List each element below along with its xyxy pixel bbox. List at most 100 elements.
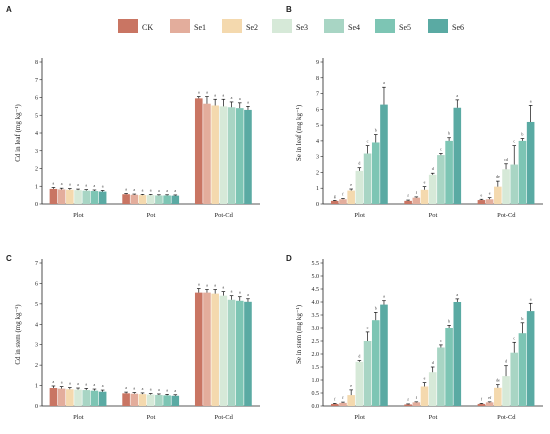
y-tick-label: 1 [316,186,319,192]
y-tick-label: 7 [316,92,319,98]
significance-letter: a [222,92,224,97]
bar-se4 [363,341,372,406]
bar-se5 [235,300,244,406]
bar-se5 [163,195,171,204]
y-tick-label: 7 [35,261,38,267]
significance-letter: a [247,99,249,104]
bar-se2 [494,387,502,406]
significance-letter: a [247,292,249,297]
y-tick-label: 5.0 [312,274,320,280]
significance-letter: e [424,376,426,381]
bar-ck [477,200,486,204]
panel-c: C 0 1 2 3 4 5 6 7 Cd in stem (mg kg⁻¹) Plot a a a a a a a… [6,254,260,421]
bar-se1 [412,197,421,204]
significance-letter: cd [504,157,508,162]
bar-se1 [203,292,211,406]
significance-letter: a [166,387,168,392]
legend-label-se4: Se4 [348,23,360,32]
bar-se4 [437,155,445,204]
significance-letter: a [231,289,233,294]
y-tick-label: 5 [35,113,38,119]
significance-letter: c [513,335,515,340]
significance-letter: f [416,395,418,400]
bar-ck [194,292,203,406]
bar-se1 [485,199,494,204]
bar-se3 [502,169,510,204]
legend-label-se5: Se5 [399,23,411,32]
significance-letter: a [69,381,71,386]
y-tick-label: 6 [316,107,319,113]
significance-letter: a [214,283,216,288]
significance-letter: e [424,180,426,185]
bar-ck [122,194,130,204]
x-tick-label: Plot [354,212,365,219]
y-tick-label: 1.0 [312,378,320,384]
significance-letter: a [142,187,144,192]
bar-se3 [219,295,228,406]
bar-se5 [518,140,527,204]
bar-se3 [355,170,364,204]
bar-se6 [171,395,180,406]
significance-letter: a [239,96,241,101]
bar-se1 [57,189,66,204]
legend-swatch-se2 [222,19,242,33]
x-tick-label: Plot [73,414,84,421]
bar-se6 [171,195,180,204]
bar-se4 [155,394,163,406]
bar-se3 [146,195,155,204]
bar-se4 [82,390,91,406]
significance-letter: a [174,188,176,193]
significance-letter: a [383,80,385,85]
legend-swatch-se4 [324,19,344,33]
legend-label-se1: Se1 [194,23,206,32]
legend-swatch-se1 [170,19,190,33]
significance-letter: a [166,188,168,193]
y-tick-label: 3.5 [312,313,320,319]
bar-se6 [526,121,535,204]
bar-ck [404,200,412,204]
bar-se2 [138,394,147,406]
x-tick-label: Plot [73,212,84,219]
bar-se3 [502,376,510,406]
bar-se3 [428,372,437,406]
y-tick-label: 4.5 [312,287,320,293]
bar-se6 [453,107,462,204]
bar-se2 [347,190,355,204]
bar-ck [330,403,339,406]
significance-letter: c [367,139,369,144]
bar-se6 [244,109,252,204]
bar-se3 [74,190,82,204]
bar-se4 [510,164,519,204]
significance-letter: a [94,183,96,188]
y-tick-label: 9 [316,60,319,66]
significance-letter: b [375,128,377,133]
bar-se1 [412,402,421,406]
bar-ck [194,98,203,204]
legend-label-se2: Se2 [246,23,258,32]
significance-letter: c [440,338,442,343]
y-tick-label: 0 [35,202,38,208]
x-tick-label: Pot [429,414,438,421]
bar-se4 [363,153,372,204]
panel-letter: A [6,5,12,14]
bar-se4 [510,352,519,406]
significance-letter: a [158,387,160,392]
y-tick-label: 3 [35,343,38,349]
significance-letter: b [521,316,523,321]
significance-letter: d [432,166,434,171]
significance-letter: c [440,147,442,152]
significance-letter: a [174,388,176,393]
bar-ck [477,403,486,406]
y-tick-label: 6 [35,281,38,287]
significance-letter: a [239,290,241,295]
y-tick-label: 3 [316,155,319,161]
y-tick-label: 5.5 [312,261,320,267]
x-tick-label: Pot [147,212,156,219]
x-tick-label: Plot [354,414,365,421]
significance-letter: b [375,305,377,310]
significance-letter: a [53,379,55,384]
y-tick-label: 0 [316,202,319,208]
bar-se1 [130,393,139,406]
bar-se2 [420,189,429,204]
y-axis-title: Cd in leaf (mg kg⁻¹) [14,104,22,162]
